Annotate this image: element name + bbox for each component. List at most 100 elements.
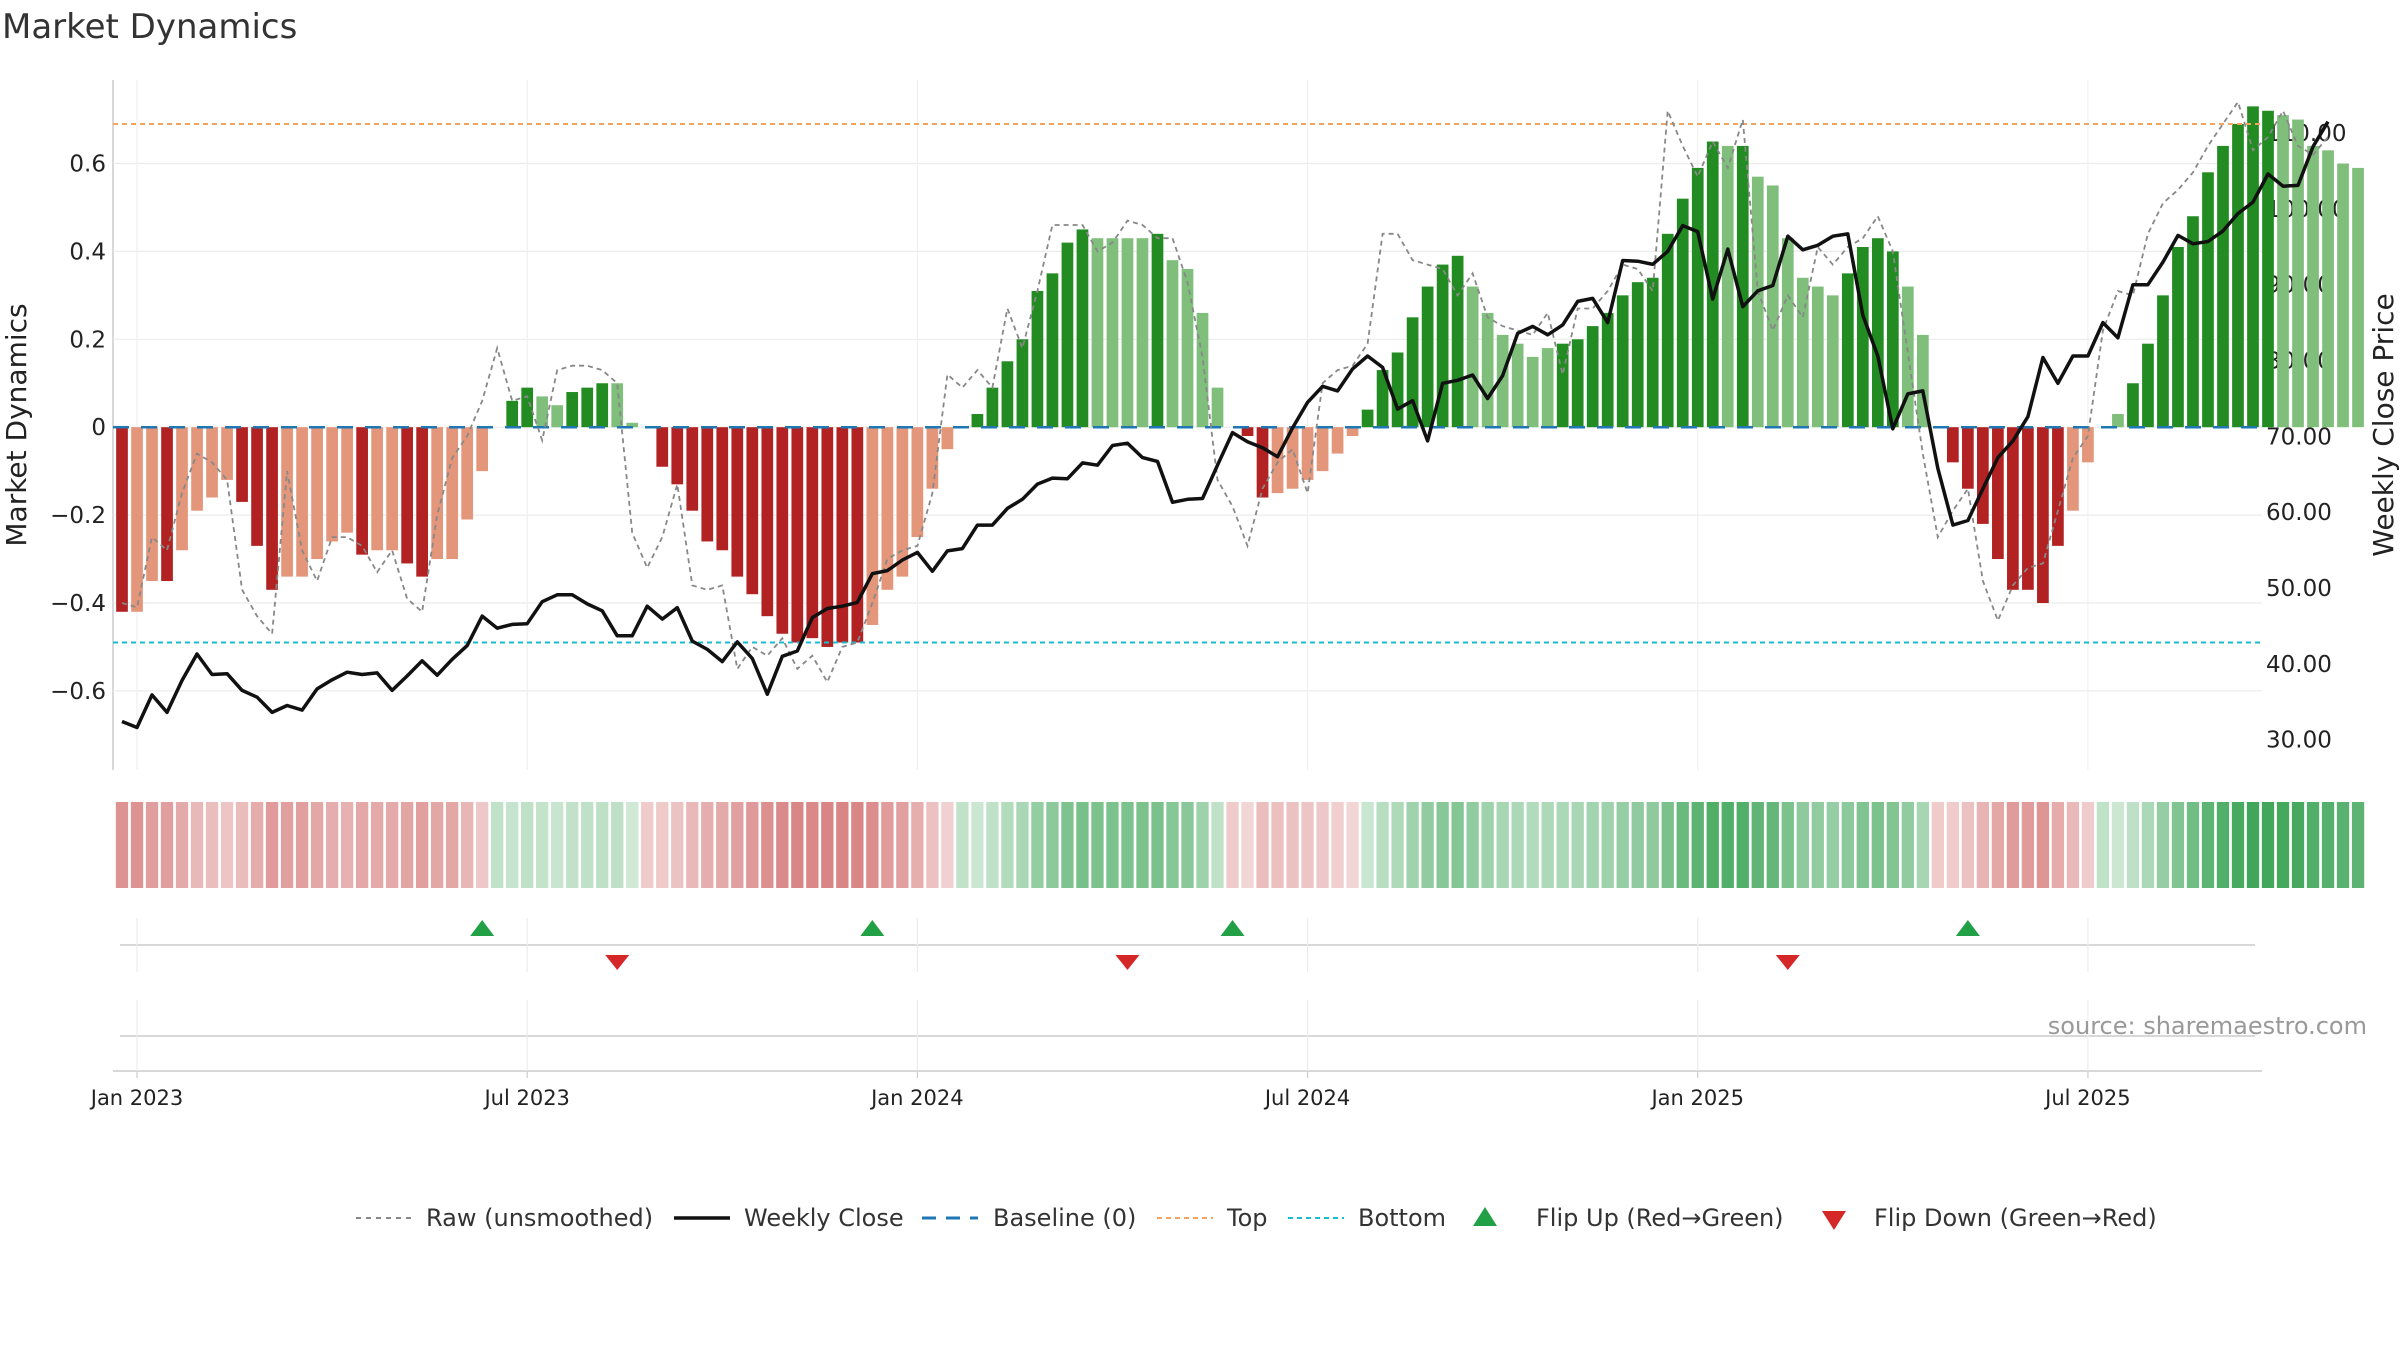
bar xyxy=(1151,233,1164,428)
bar xyxy=(2007,427,2019,590)
regime-strip-cell xyxy=(310,802,324,888)
bar xyxy=(986,387,999,428)
regime-strip-cell xyxy=(220,802,234,888)
regime-strip-cell xyxy=(1706,802,1719,888)
regime-strip-cell xyxy=(1901,802,1914,888)
legend-label-flip-down: Flip Down (Green→Red) xyxy=(1874,1204,2157,1232)
bar xyxy=(296,427,308,577)
bar xyxy=(1481,312,1494,428)
bar xyxy=(1406,317,1419,428)
regime-strip-cell xyxy=(1301,802,1314,888)
regime-strip-cell xyxy=(461,802,474,888)
regime-strip-cell xyxy=(1931,802,1945,888)
regime-strip-cell xyxy=(175,802,189,888)
regime-strip-cell xyxy=(821,802,834,888)
regime-strip-cell xyxy=(1976,802,1990,888)
y-tick-label: −0.6 xyxy=(50,679,106,705)
regime-strip-cell xyxy=(1376,802,1389,888)
regime-strip-cell xyxy=(1316,802,1329,888)
regime-strip-cell xyxy=(1571,802,1584,888)
regime-strip-cell xyxy=(1226,802,1239,888)
regime-strip-cell xyxy=(716,802,729,888)
bar xyxy=(1977,427,1989,524)
y-axis-ticks: −0.6 −0.4 −0.2 0 0.2 0.4 0.6 xyxy=(50,152,106,705)
bar xyxy=(2217,145,2229,428)
bar xyxy=(1391,352,1404,428)
regime-strip-cell xyxy=(776,802,789,888)
y2-tick-label: 30.00 xyxy=(2266,728,2332,754)
bar xyxy=(1496,334,1509,428)
bar xyxy=(1136,238,1149,428)
regime-strip-cell xyxy=(626,802,639,888)
bar xyxy=(1331,427,1344,454)
y2-tick-label: 50.00 xyxy=(2266,576,2332,602)
regime-strip-cell xyxy=(1946,802,1960,888)
bar xyxy=(2127,383,2139,428)
bar xyxy=(1301,427,1314,480)
regime-strip-cell xyxy=(1481,802,1494,888)
weekly-close-line xyxy=(121,120,2330,730)
regime-strip-cell xyxy=(1556,802,1569,888)
bar xyxy=(1766,185,1779,428)
legend-label-top: Top xyxy=(1226,1204,1268,1232)
regime-strip-cell xyxy=(506,802,519,888)
bar xyxy=(1466,286,1479,428)
bar xyxy=(1376,370,1389,428)
bar xyxy=(2052,427,2064,546)
bar xyxy=(2322,150,2334,428)
bar xyxy=(881,427,894,590)
regime-strip-cell xyxy=(1871,802,1884,888)
regime-strip-cell xyxy=(115,802,129,888)
flip-up-marker xyxy=(1955,920,1980,936)
bar xyxy=(2352,167,2364,428)
regime-strip-cell xyxy=(1451,802,1464,888)
regime-strip-cell xyxy=(1151,802,1164,888)
bar xyxy=(356,427,368,555)
bar xyxy=(866,427,879,625)
regime-strip-cell xyxy=(2141,802,2155,888)
bottom-panel: source: sharemaestro.com xyxy=(113,1000,2367,1072)
bar xyxy=(1076,229,1089,428)
y-tick-label: 0.2 xyxy=(69,327,106,353)
flip-up-marker xyxy=(860,920,885,936)
regime-strip-cell xyxy=(986,802,999,888)
y-tick-label: 0.6 xyxy=(69,152,106,178)
regime-strip-cell xyxy=(1841,802,1854,888)
regime-strip-cell xyxy=(896,802,909,888)
regime-strip-cell xyxy=(491,802,504,888)
regime-strip-cell xyxy=(761,802,774,888)
regime-strip-cell xyxy=(1091,802,1104,888)
regime-strip-cell xyxy=(250,802,264,888)
regime-strip-cell xyxy=(1691,802,1704,888)
bar xyxy=(506,400,519,428)
bar xyxy=(731,427,744,577)
regime-strip-cell xyxy=(2246,802,2260,888)
bar xyxy=(581,387,594,428)
bar xyxy=(236,427,248,502)
bar xyxy=(1421,286,1434,428)
bar xyxy=(2277,115,2289,428)
x-tick-label: Jul 2023 xyxy=(482,1086,569,1110)
regime-strip-cell xyxy=(971,802,984,888)
regime-strip-cell xyxy=(1541,802,1554,888)
y-tick-label: 0.4 xyxy=(69,239,106,265)
regime-strip-cell xyxy=(2126,802,2140,888)
bar xyxy=(941,427,954,450)
regime-strip-cell xyxy=(446,802,459,888)
bar xyxy=(1631,282,1644,428)
y2-tick-label: 40.00 xyxy=(2266,652,2332,678)
regime-strip-cell xyxy=(2171,802,2185,888)
regime-strip-cell xyxy=(1616,802,1629,888)
regime-strip-cell xyxy=(1811,802,1824,888)
regime-strip-cell xyxy=(806,802,819,888)
bar xyxy=(461,427,474,520)
regime-strip-cell xyxy=(1196,802,1209,888)
regime-strip-cell xyxy=(1061,802,1074,888)
bar xyxy=(1856,247,1869,428)
bar xyxy=(1316,427,1329,472)
regime-strip-cell xyxy=(1406,802,1419,888)
regime-strip-cell xyxy=(205,802,219,888)
regime-strip-cell xyxy=(1016,802,1029,888)
regime-strip-cell xyxy=(1001,802,1014,888)
